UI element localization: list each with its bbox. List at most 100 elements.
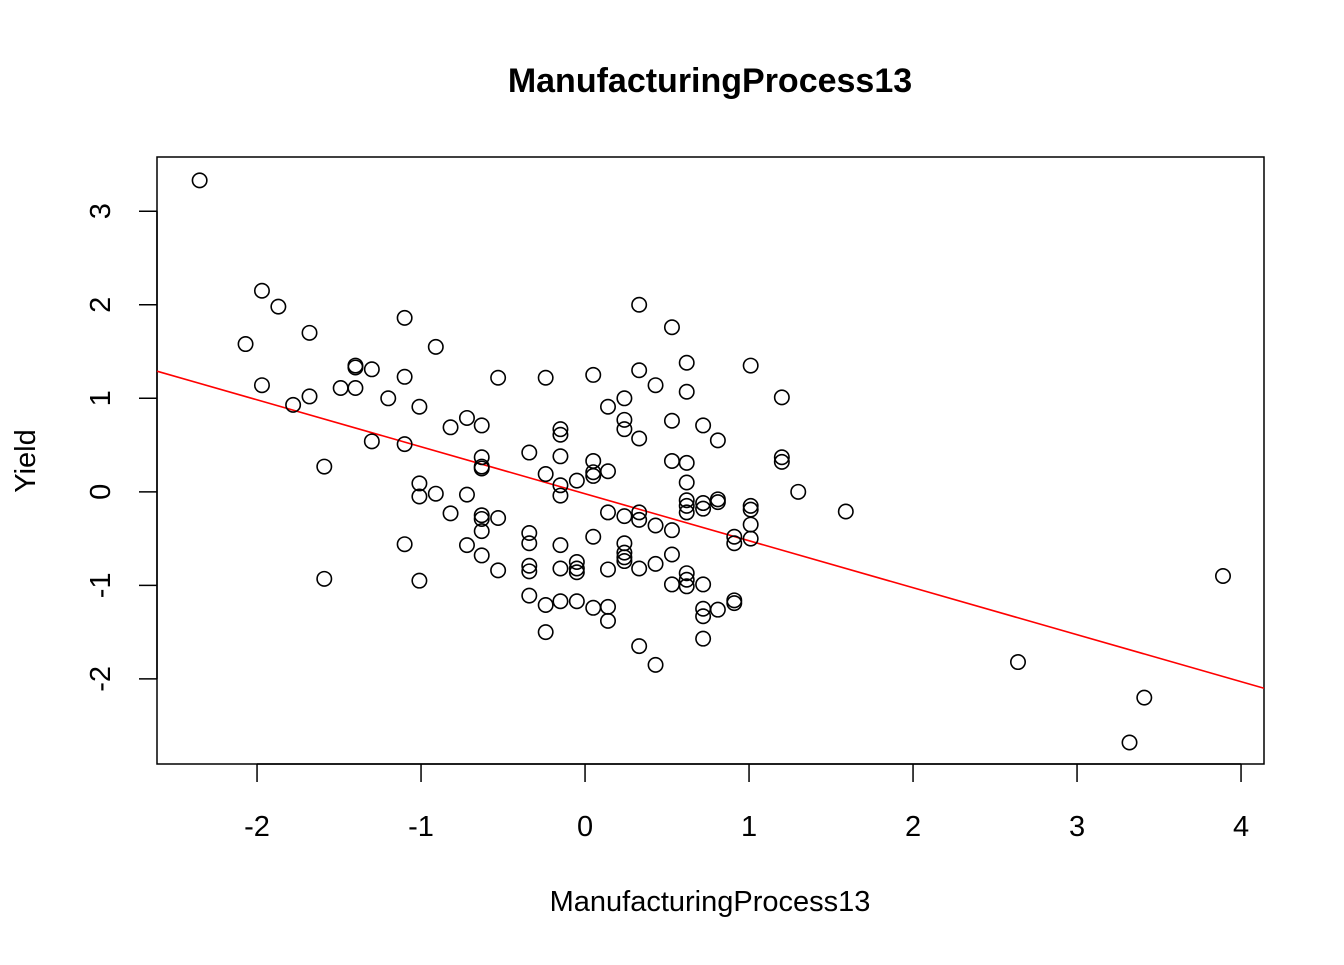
data-point <box>678 454 695 471</box>
data-point <box>537 369 554 386</box>
data-point <box>663 412 680 429</box>
data-point <box>631 430 648 447</box>
data-point <box>742 357 759 374</box>
data-point <box>599 463 616 480</box>
data-point <box>599 504 616 521</box>
data-point <box>647 656 664 673</box>
data-point <box>301 388 318 405</box>
data-point <box>411 475 428 492</box>
data-point <box>473 547 490 564</box>
data-point <box>678 571 695 588</box>
data-point <box>585 464 602 481</box>
data-points <box>191 172 1232 751</box>
data-point <box>678 383 695 400</box>
data-point <box>663 522 680 539</box>
data-point <box>678 354 695 371</box>
data-point <box>695 608 712 625</box>
data-point <box>663 452 680 469</box>
data-point <box>742 530 759 547</box>
data-point <box>411 572 428 589</box>
data-point <box>552 593 569 610</box>
data-point <box>709 432 726 449</box>
data-point <box>678 565 695 582</box>
data-point <box>537 466 554 483</box>
data-point <box>742 497 759 514</box>
data-point <box>616 411 633 428</box>
data-point <box>396 536 413 553</box>
data-point <box>663 546 680 563</box>
y-tick-label: 0 <box>85 484 117 500</box>
data-point <box>473 507 490 524</box>
y-tick-label: -1 <box>85 572 117 598</box>
y-axis: -2 -1 0 1 2 3 <box>85 203 158 692</box>
data-point <box>332 380 349 397</box>
data-point <box>585 528 602 545</box>
x-tick-label: 3 <box>1069 811 1085 843</box>
data-point <box>616 421 633 438</box>
data-point <box>552 537 569 554</box>
data-point <box>631 638 648 655</box>
data-point <box>1121 734 1138 751</box>
y-tick-label: 1 <box>85 390 117 406</box>
data-point <box>678 474 695 491</box>
data-point <box>585 599 602 616</box>
data-point <box>1215 568 1232 585</box>
data-point <box>552 426 569 443</box>
data-point <box>726 595 743 612</box>
data-point <box>647 517 664 534</box>
data-point <box>695 576 712 593</box>
data-point <box>568 472 585 489</box>
data-point <box>599 398 616 415</box>
data-point <box>473 523 490 540</box>
y-tick-label: 3 <box>85 203 117 219</box>
data-point <box>631 362 648 379</box>
data-point <box>458 537 475 554</box>
data-point <box>663 576 680 593</box>
data-point <box>458 486 475 503</box>
data-point <box>253 282 270 299</box>
x-tick-label: -2 <box>244 811 270 843</box>
data-point <box>347 359 364 376</box>
data-point <box>347 380 364 397</box>
data-point <box>616 544 633 561</box>
data-point <box>473 460 490 477</box>
data-point <box>678 497 695 514</box>
data-point <box>568 553 585 570</box>
data-point <box>427 485 444 502</box>
regression-line <box>156 370 1265 690</box>
data-point <box>363 361 380 378</box>
data-point <box>695 417 712 434</box>
data-point <box>709 494 726 511</box>
data-point <box>599 598 616 615</box>
data-point <box>678 578 695 595</box>
data-point <box>726 528 743 545</box>
data-point <box>521 563 538 580</box>
data-point <box>599 612 616 629</box>
data-point <box>647 555 664 572</box>
data-point <box>616 390 633 407</box>
data-point <box>473 417 490 434</box>
data-point <box>490 562 507 579</box>
data-point <box>396 309 413 326</box>
data-point <box>837 503 854 520</box>
x-tick-label: -1 <box>408 811 434 843</box>
y-axis-label: Yield <box>10 429 42 492</box>
data-point <box>585 467 602 484</box>
data-point <box>616 508 633 525</box>
data-point <box>316 570 333 587</box>
data-point <box>537 597 554 614</box>
data-point <box>301 324 318 341</box>
data-point <box>663 319 680 336</box>
data-point <box>1009 654 1026 671</box>
data-point <box>285 396 302 413</box>
data-point <box>773 389 790 406</box>
data-point <box>363 433 380 450</box>
data-point <box>270 298 287 315</box>
data-point <box>253 377 270 394</box>
data-point <box>773 453 790 470</box>
x-axis: -2 -1 0 1 2 3 4 <box>244 763 1249 843</box>
data-point <box>521 557 538 574</box>
x-tick-label: 0 <box>577 811 593 843</box>
data-point <box>631 511 648 528</box>
data-point <box>599 561 616 578</box>
